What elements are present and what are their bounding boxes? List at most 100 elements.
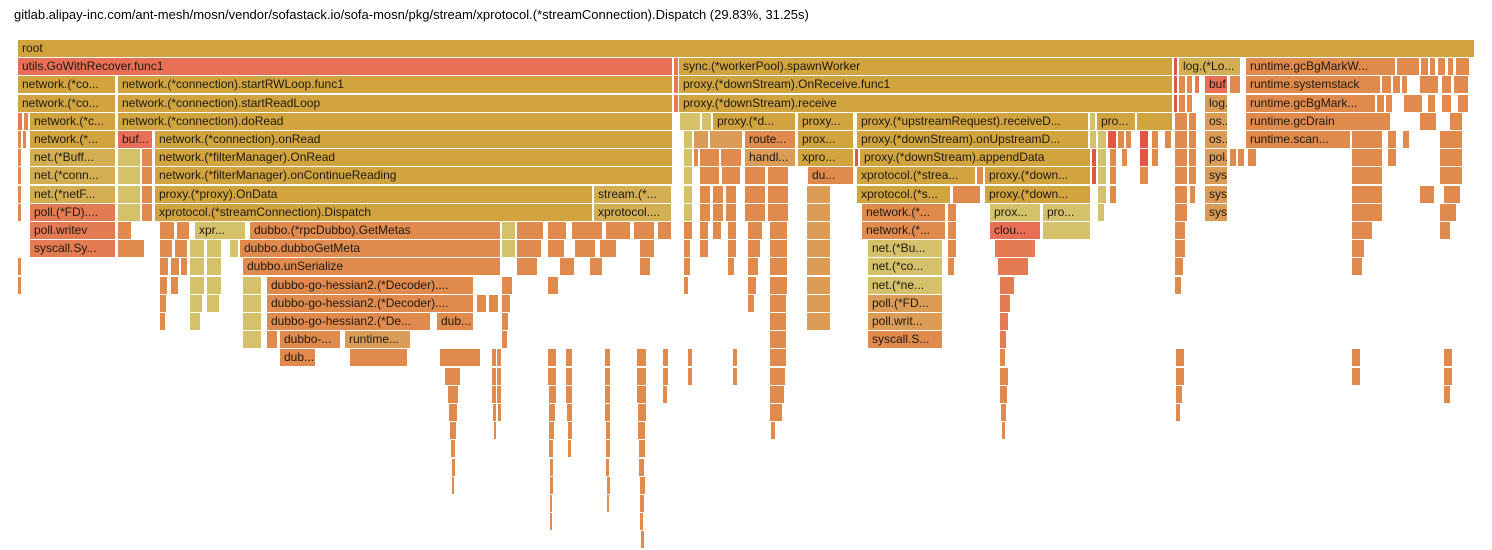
flame-frame-unlabeled[interactable] — [1001, 404, 1006, 421]
flame-frame[interactable]: network.(*connection).onRead — [155, 131, 672, 148]
flame-frame-unlabeled[interactable] — [728, 258, 734, 276]
flame-frame-unlabeled[interactable] — [160, 222, 174, 239]
flame-frame-unlabeled[interactable] — [680, 112, 700, 130]
flame-frame-unlabeled[interactable] — [549, 404, 555, 421]
flame-frame[interactable]: stream.(*... — [594, 185, 671, 203]
flame-frame-unlabeled[interactable] — [1421, 58, 1428, 76]
flame-frame-unlabeled[interactable] — [566, 349, 572, 367]
flame-frame-unlabeled[interactable] — [1393, 76, 1400, 94]
flame-frame-unlabeled[interactable] — [160, 276, 167, 294]
flame-frame-unlabeled[interactable] — [770, 240, 787, 258]
flame-frame-unlabeled[interactable] — [713, 185, 723, 203]
flame-frame-unlabeled[interactable] — [713, 203, 723, 221]
flame-frame-unlabeled[interactable] — [492, 385, 496, 403]
flame-frame-unlabeled[interactable] — [1152, 149, 1158, 167]
flame-frame-unlabeled[interactable] — [770, 404, 782, 421]
flame-frame[interactable]: route... — [745, 131, 795, 148]
flame-frame-unlabeled[interactable] — [1189, 167, 1196, 185]
flame-frame-unlabeled[interactable] — [770, 349, 786, 367]
flame-frame[interactable]: xpr... — [195, 222, 245, 239]
flame-frame-unlabeled[interactable] — [1187, 76, 1192, 94]
flame-frame-unlabeled[interactable] — [1098, 203, 1104, 221]
flame-frame-unlabeled[interactable] — [1175, 149, 1187, 167]
flame-frame-unlabeled[interactable] — [18, 149, 21, 167]
flame-frame-unlabeled[interactable] — [745, 167, 765, 185]
flame-frame-unlabeled[interactable] — [1137, 112, 1172, 130]
flame-frame-unlabeled[interactable] — [517, 222, 543, 239]
flame-frame-unlabeled[interactable] — [1444, 367, 1452, 385]
flame-frame-unlabeled[interactable] — [207, 294, 219, 312]
flame-frame-unlabeled[interactable] — [497, 367, 501, 385]
flame-frame-unlabeled[interactable] — [674, 76, 678, 94]
flame-frame-unlabeled[interactable] — [142, 203, 152, 221]
flame-frame-unlabeled[interactable] — [190, 276, 204, 294]
flame-frame-unlabeled[interactable] — [600, 240, 616, 258]
flame-frame-unlabeled[interactable] — [639, 440, 645, 458]
flame-frame-unlabeled[interactable] — [1397, 58, 1419, 76]
flame-frame-unlabeled[interactable] — [634, 222, 654, 239]
flame-frame-unlabeled[interactable] — [502, 222, 515, 239]
flame-frame-unlabeled[interactable] — [1352, 131, 1382, 148]
flame-frame-unlabeled[interactable] — [1377, 94, 1384, 112]
flame-frame-unlabeled[interactable] — [1165, 131, 1171, 148]
flame-frame-unlabeled[interactable] — [590, 258, 602, 276]
flame-frame-unlabeled[interactable] — [171, 276, 178, 294]
flame-frame-unlabeled[interactable] — [1043, 222, 1090, 239]
flame-frame-unlabeled[interactable] — [449, 404, 457, 421]
flame-frame[interactable]: proxy.(*upstreamRequest).receiveD... — [857, 112, 1088, 130]
flame-frame-unlabeled[interactable] — [560, 258, 574, 276]
flame-frame-unlabeled[interactable] — [1179, 76, 1185, 94]
flame-frame-unlabeled[interactable] — [700, 203, 710, 221]
flame-frame-unlabeled[interactable] — [18, 131, 21, 148]
flame-frame[interactable]: runtime.gcBgMarkW... — [1246, 58, 1395, 76]
flame-frame[interactable]: dubbo-go-hessian2.(*De... — [267, 313, 430, 330]
flame-frame-unlabeled[interactable] — [605, 349, 610, 367]
flame-frame-unlabeled[interactable] — [1176, 367, 1184, 385]
flame-frame-unlabeled[interactable] — [1420, 185, 1434, 203]
flame-frame[interactable]: proxy.(*downStream).appendData — [860, 149, 1090, 167]
flame-frame[interactable]: log.(*Lo... — [1179, 58, 1240, 76]
flame-frame-unlabeled[interactable] — [493, 404, 496, 421]
flame-frame-unlabeled[interactable] — [549, 440, 553, 458]
flame-frame-unlabeled[interactable] — [160, 240, 172, 258]
flame-frame-unlabeled[interactable] — [1189, 149, 1196, 167]
flame-frame-unlabeled[interactable] — [1352, 149, 1382, 167]
flame-frame-unlabeled[interactable] — [243, 294, 261, 312]
flame-frame-unlabeled[interactable] — [684, 240, 690, 258]
flame-frame-unlabeled[interactable] — [688, 367, 692, 385]
flame-frame-unlabeled[interactable] — [771, 422, 775, 440]
flame-frame-unlabeled[interactable] — [605, 404, 610, 421]
flame-frame-unlabeled[interactable] — [18, 203, 21, 221]
flame-frame[interactable]: network.(*connection).startRWLoop.func1 — [118, 76, 672, 94]
flame-frame-unlabeled[interactable] — [1448, 58, 1453, 76]
flame-frame-unlabeled[interactable] — [1404, 94, 1422, 112]
flame-frame-unlabeled[interactable] — [745, 203, 765, 221]
flame-frame[interactable]: proxy.(*down... — [985, 185, 1090, 203]
flame-frame-unlabeled[interactable] — [1090, 131, 1096, 148]
flame-frame-unlabeled[interactable] — [637, 385, 646, 403]
flame-frame-unlabeled[interactable] — [807, 276, 830, 294]
flame-frame[interactable]: buf... — [118, 131, 152, 148]
flame-frame-unlabeled[interactable] — [549, 422, 554, 440]
flame-frame-unlabeled[interactable] — [770, 222, 787, 239]
flame-frame-unlabeled[interactable] — [477, 294, 486, 312]
flame-frame-unlabeled[interactable] — [190, 240, 204, 258]
flame-frame-unlabeled[interactable] — [1382, 76, 1391, 94]
flame-frame-unlabeled[interactable] — [1189, 112, 1196, 130]
flame-frame-unlabeled[interactable] — [492, 367, 496, 385]
flame-frame[interactable]: runtime.systemstack — [1246, 76, 1380, 94]
flame-frame[interactable]: proxy... — [798, 112, 853, 130]
flame-frame-unlabeled[interactable] — [550, 458, 553, 476]
flame-frame-unlabeled[interactable] — [807, 203, 830, 221]
flame-frame-unlabeled[interactable] — [1190, 185, 1195, 203]
flame-frame-unlabeled[interactable] — [502, 276, 512, 294]
flame-frame-unlabeled[interactable] — [713, 222, 721, 239]
flame-frame-unlabeled[interactable] — [606, 458, 609, 476]
flame-frame-unlabeled[interactable] — [502, 331, 507, 349]
flame-frame[interactable]: network.(*co... — [18, 94, 115, 112]
flame-frame[interactable]: network.(*... — [862, 203, 945, 221]
flame-frame-unlabeled[interactable] — [1420, 112, 1436, 130]
flame-frame-unlabeled[interactable] — [160, 294, 166, 312]
flame-frame-unlabeled[interactable] — [1440, 131, 1462, 148]
flame-frame-unlabeled[interactable] — [605, 367, 610, 385]
